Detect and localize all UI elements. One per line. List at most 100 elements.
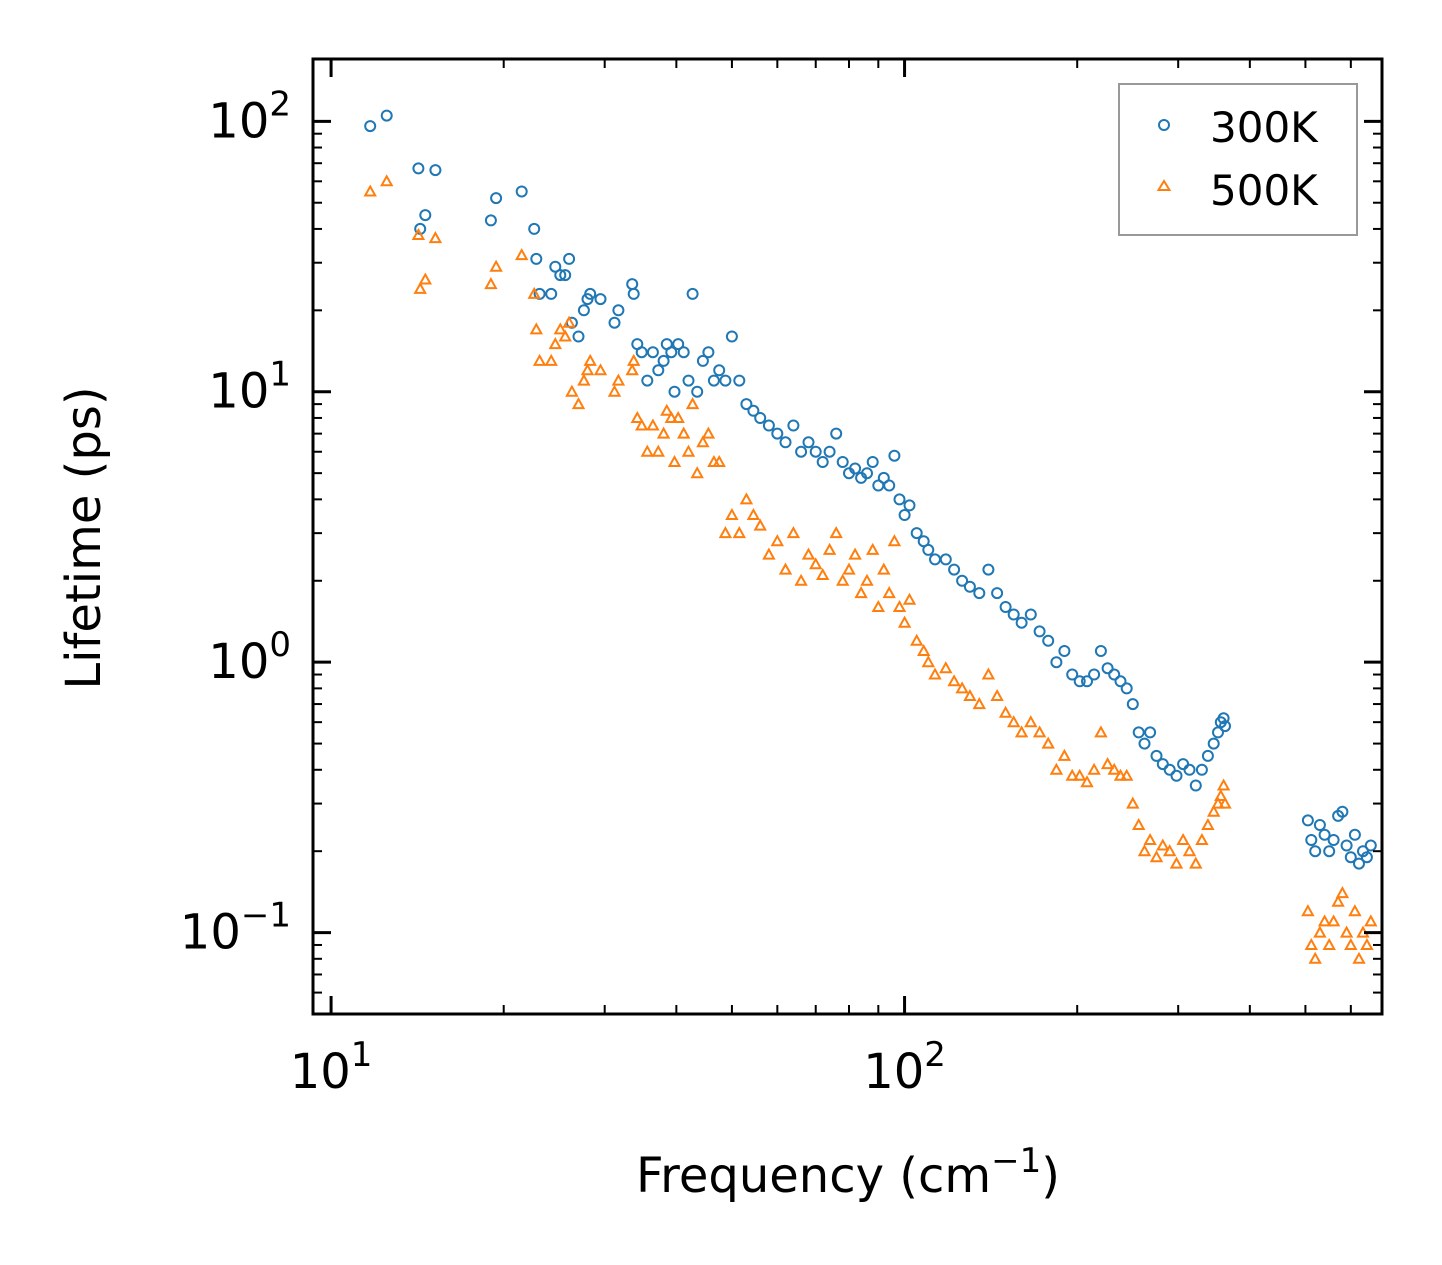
point-300k: [939, 553, 952, 566]
major-ticks: [313, 59, 1382, 1014]
point-500k: [677, 426, 691, 439]
point-300k: [1189, 779, 1202, 792]
point-500k: [1344, 937, 1358, 950]
point-300k: [903, 499, 916, 512]
point-300k: [1058, 645, 1071, 657]
point-300k: [572, 330, 585, 343]
point-500k: [1308, 951, 1322, 964]
point-300k: [677, 346, 690, 359]
point-300k: [612, 304, 625, 317]
point-500k: [640, 444, 654, 457]
point-500k: [701, 426, 716, 439]
point-300k: [816, 456, 829, 468]
point-500k: [712, 454, 726, 467]
point-500k: [897, 615, 912, 628]
point-500k: [1352, 951, 1366, 964]
plot-frame: [311, 57, 1384, 1016]
point-300k: [762, 419, 775, 432]
point-300k: [883, 479, 896, 492]
point-300k: [771, 427, 784, 440]
point-500k: [1100, 757, 1115, 770]
point-500k: [1322, 937, 1336, 950]
point-500k: [972, 697, 986, 710]
point-500k: [866, 542, 880, 555]
legend-marker-300k: [1158, 119, 1170, 131]
point-500k: [877, 562, 891, 575]
point-300k: [1313, 819, 1326, 831]
point-500k: [871, 599, 885, 612]
point-500k: [1163, 844, 1177, 857]
point-300k: [713, 364, 726, 377]
point-500k: [681, 444, 696, 457]
point-300k: [1195, 763, 1208, 776]
legend: 300K 500K: [1118, 83, 1358, 236]
point-500k: [529, 322, 543, 335]
point-300k: [849, 462, 862, 475]
point-500k: [786, 526, 801, 539]
point-300k: [1207, 737, 1220, 750]
point-500k: [1211, 796, 1225, 809]
point-500k: [746, 507, 761, 520]
point-300k: [956, 574, 969, 587]
legend-marker-500k: [1156, 179, 1172, 191]
point-500k: [732, 526, 746, 539]
point-300k: [554, 269, 567, 282]
point-300k: [364, 120, 377, 133]
point-300k: [1183, 763, 1196, 776]
point-500k: [794, 573, 808, 586]
point-300k: [1156, 758, 1169, 771]
point-300k: [1360, 851, 1373, 864]
point-500k: [1169, 856, 1184, 869]
point-500k: [718, 526, 733, 539]
point-500k: [1065, 768, 1079, 781]
point-500k: [860, 573, 874, 586]
point-300k: [754, 412, 767, 424]
point-300k: [1088, 668, 1101, 681]
point-500k: [571, 397, 586, 410]
point-300k: [1081, 675, 1093, 688]
point-300k: [412, 162, 425, 175]
point-500k: [998, 705, 1013, 718]
point-300k: [1126, 698, 1139, 711]
point-300k: [1357, 845, 1369, 858]
point-300k: [1353, 857, 1365, 870]
point-500k: [625, 363, 639, 376]
point-500k: [1304, 937, 1318, 950]
point-500k: [667, 454, 682, 467]
point-300k: [665, 346, 678, 359]
point-500k: [428, 231, 443, 244]
point-300k: [1132, 726, 1145, 739]
point-500k: [656, 426, 671, 439]
point-500k: [577, 373, 591, 386]
point-300k: [1163, 763, 1176, 776]
point-300k: [484, 214, 497, 227]
point-500k: [1132, 817, 1146, 830]
point-500k: [1348, 904, 1362, 917]
point-500k: [753, 518, 767, 531]
point-300k: [787, 419, 800, 432]
point-500k: [1364, 914, 1378, 927]
point-300k: [1170, 769, 1183, 782]
y-tick-label: 101: [208, 355, 291, 420]
point-300k: [545, 287, 558, 300]
point-500k: [630, 410, 644, 423]
point-500k: [1041, 736, 1055, 749]
point-300k: [668, 385, 681, 398]
point-500k: [562, 315, 576, 328]
point-500k: [842, 562, 856, 575]
point-500k: [1313, 925, 1327, 938]
point-500k: [515, 248, 529, 261]
point-500k: [816, 567, 830, 580]
point-300k: [1309, 845, 1322, 858]
point-500k: [848, 547, 862, 560]
point-300k: [657, 354, 670, 367]
point-500k: [553, 322, 567, 335]
point-300k: [530, 252, 543, 265]
point-300k: [1336, 805, 1349, 818]
point-300k: [836, 456, 849, 468]
point-300k: [893, 493, 906, 506]
point-300k: [1150, 749, 1163, 762]
point-500k: [1331, 894, 1345, 907]
point-300k: [795, 445, 808, 458]
point-500k: [565, 384, 579, 397]
